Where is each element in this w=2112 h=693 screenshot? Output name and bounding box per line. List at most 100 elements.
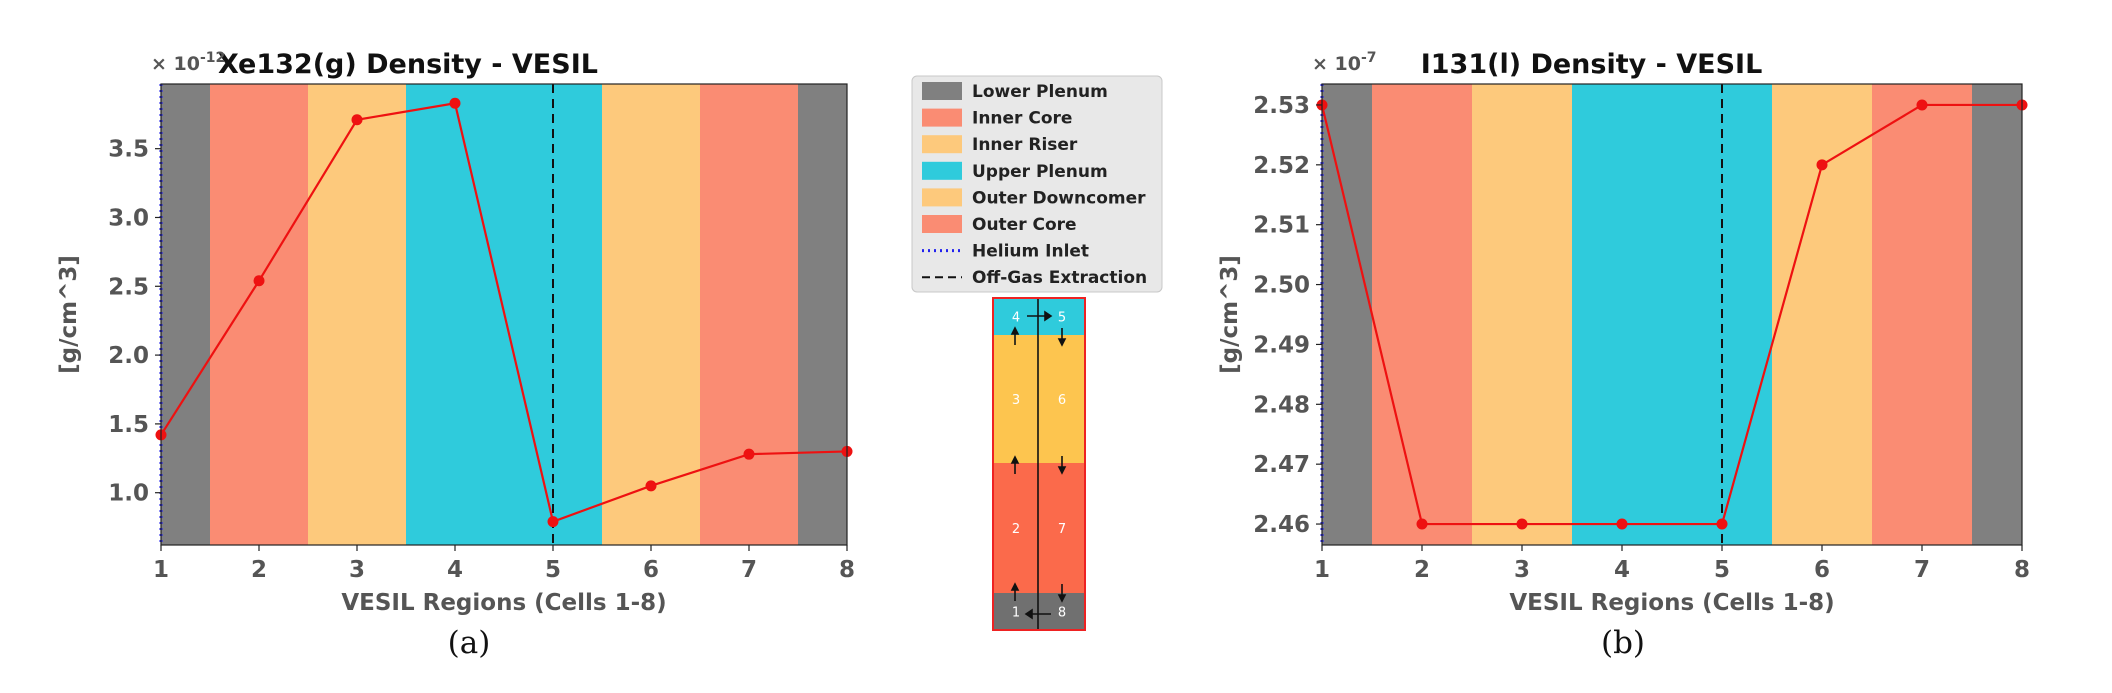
y-tick-label: 2.51 [1253,213,1310,239]
y-axis-label-b: [g/cm^3] [1217,255,1243,374]
x-ticks-a: 1 2 3 4 5 6 7 8 [153,545,855,583]
axis-multiplier-b: × 10-7 [1312,50,1377,75]
region-band-lower-plenum [161,84,210,545]
y-tick-label: 3.0 [108,205,149,231]
y-tick-label: 2.0 [108,343,149,369]
region-band-inner-riser [1472,84,1572,545]
cell-label-1: 1 [1012,606,1020,621]
x-tick-label: 2 [1414,557,1430,583]
x-tick-label: 5 [545,557,561,583]
chart-panel-a: 1 2 3 4 5 6 7 8 1.0 1.5 2.0 2.5 3.0 3.5 Xe132(g) Den… [56,49,855,661]
data-point [351,114,363,126]
y-tick-label: 1.5 [108,412,149,438]
arrow-head-down-7 [1057,594,1067,603]
schematic-row-1-8 [993,593,1085,630]
legend-box [911,75,1163,293]
data-point [1416,518,1428,530]
y-tick-label: 1.0 [108,481,149,507]
region-band-outer-core [1872,84,1972,545]
y-tick-label: 2.49 [1253,332,1310,358]
x-tick-label: 1 [153,557,169,583]
legend-swatch-inner-core [922,108,962,127]
legend-swatch-upper-plenum [922,161,962,180]
legend-label-upper-plenum: Upper Plenum [972,162,1108,182]
legend-label-inner-core: Inner Core [972,109,1072,129]
legend-label-lower-plenum: Lower Plenum [972,82,1108,102]
y-tick-label: 2.46 [1253,512,1310,538]
arrow-head-8-to-1 [1024,608,1033,620]
arrow-head-up-1 [1010,582,1020,591]
chart-title-b: I131(l) Density - VESIL [1421,49,1763,80]
x-tick-label: 3 [349,557,365,583]
caption-a: (a) [448,625,491,661]
data-point [1516,518,1528,530]
data-series-a [155,97,853,528]
region-band-outer-downcomer [602,84,700,545]
region-band-upper-plenum [1572,84,1772,545]
region-band-inner-core [210,84,308,545]
y-axis-label-a: [g/cm^3] [56,255,82,374]
cell-label-8: 8 [1058,606,1066,621]
x-tick-label: 8 [2014,557,2030,583]
data-point [743,448,755,460]
y-tick-label: 2.47 [1253,452,1310,478]
multiplier-exp-a: -12 [200,50,225,66]
data-point [253,275,265,287]
y-ticks-b: 2.46 2.47 2.48 2.49 2.50 2.51 2.52 2.53 [1253,93,1322,538]
multiplier-exp-b: -7 [1361,50,1377,66]
region-bands-a [161,84,847,545]
plot-frame-a [160,83,848,546]
x-axis-label-a: VESIL Regions (Cells 1-8) [341,590,666,616]
data-point [1916,99,1928,111]
data-point [1616,518,1628,530]
x-tick-label: 7 [1914,557,1930,583]
region-band-lower-plenum [1322,84,1372,545]
x-tick-label: 1 [1314,557,1330,583]
y-tick-label: 3.5 [108,137,149,163]
legend-label-outer-core: Outer Core [972,215,1077,235]
region-band-inner-core [1372,84,1472,545]
x-tick-label: 4 [447,557,463,583]
x-tick-label: 4 [1614,557,1630,583]
region-band-inner-riser [308,84,406,545]
legend-label-helium-inlet: Helium Inlet [972,242,1089,262]
legend-swatch-inner-riser [922,135,962,154]
arrow-head-up-3 [1010,326,1020,335]
arrow-head-down-6 [1057,466,1067,475]
y-ticks-a: 1.0 1.5 2.0 2.5 3.0 3.5 [108,137,161,507]
cell-label-3: 3 [1012,393,1020,408]
region-band-lower-plenum [798,84,847,545]
x-ticks-b: 1 2 3 4 5 6 7 8 [1314,545,2030,583]
x-tick-label: 6 [643,557,659,583]
x-axis-label-b: VESIL Regions (Cells 1-8) [1509,590,1834,616]
data-series-b [1316,99,2028,530]
x-tick-label: 5 [1714,557,1730,583]
reactor-schematic: 4 5 3 6 2 7 1 8 [992,297,1086,631]
chart-title-a: Xe132(g) Density - VESIL [218,49,598,80]
y-tick-label: 2.5 [108,274,149,300]
cell-label-7: 7 [1058,522,1066,537]
data-point [645,480,657,492]
multiplier-base-a: × 10 [151,53,200,75]
x-tick-label: 2 [251,557,267,583]
region-band-outer-core [700,84,798,545]
plot-frame-b [1321,83,2023,546]
data-point [449,97,461,109]
legend-swatch-lower-plenum [922,82,962,100]
y-tick-label: 2.53 [1253,93,1310,119]
arrow-head-down-5 [1057,338,1067,347]
legend-swatch-outer-core [922,215,962,233]
legend: Lower Plenum Inner Core Inner Riser Upper P… [911,75,1163,293]
axis-multiplier-a: × 10-12 [151,50,225,75]
series-line [160,102,848,524]
data-point [1816,159,1828,171]
legend-label-inner-riser: Inner Riser [972,135,1078,155]
schematic-row-3-6 [993,335,1085,463]
chart-panel-b: 1 2 3 4 5 6 7 8 2.46 2.47 2.48 2.49 2.50 2.51 2.52 2.5… [1217,49,2030,661]
series-line [1320,103,2022,526]
flow-arrows [1010,298,1067,630]
cell-label-2: 2 [1012,522,1020,537]
x-tick-label: 8 [839,557,855,583]
y-tick-label: 2.52 [1253,153,1310,179]
legend-swatch-outer-downcomer [922,188,962,207]
